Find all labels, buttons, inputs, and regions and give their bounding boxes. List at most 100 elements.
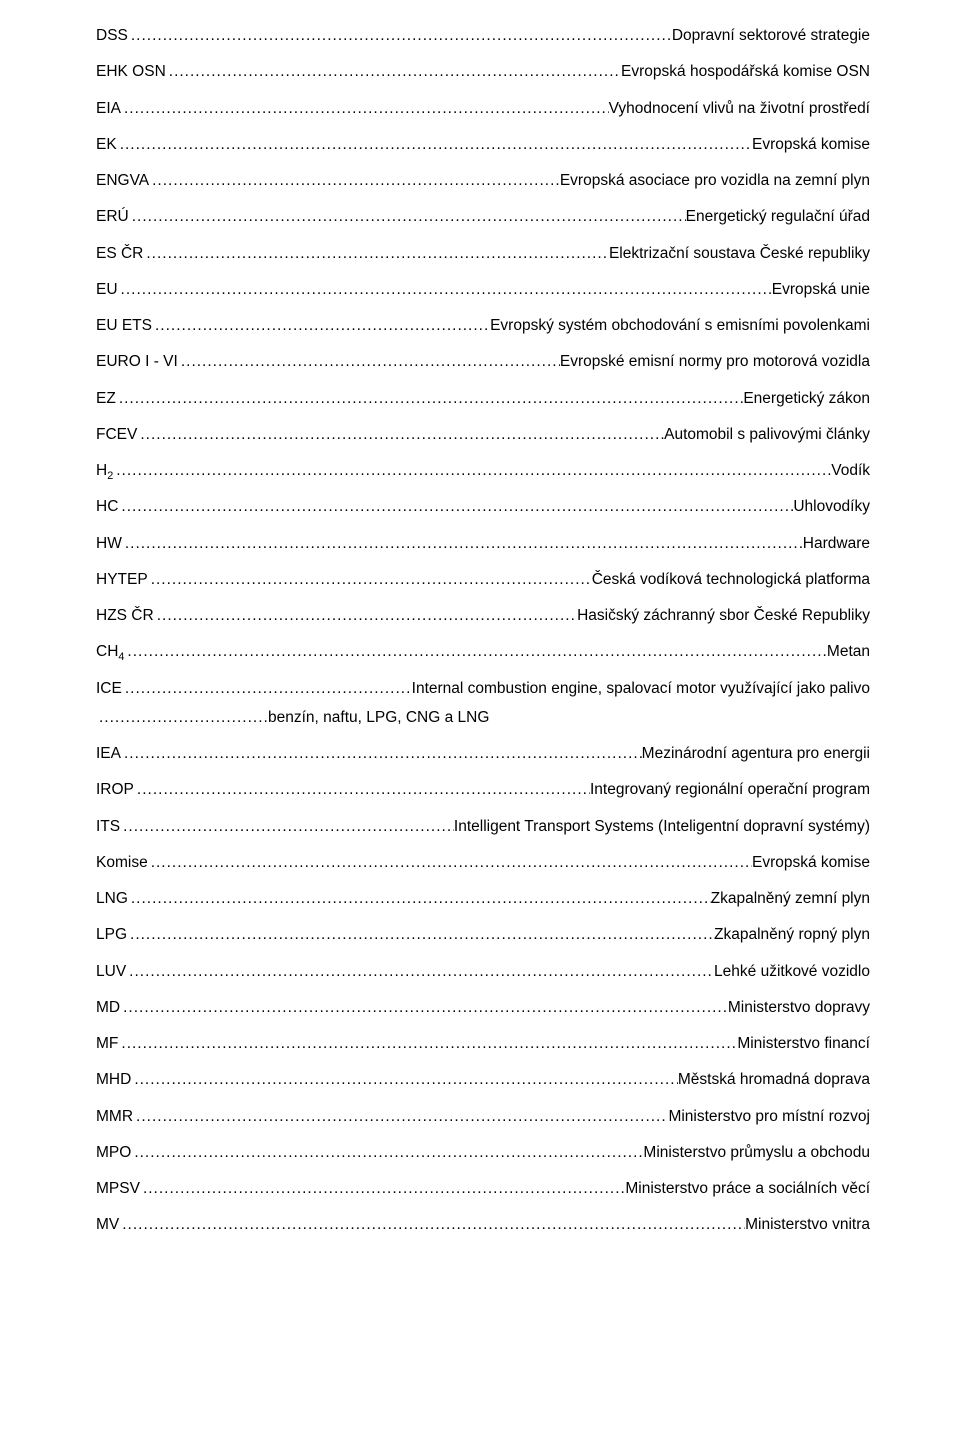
abbr-definition: Zkapalněný ropný plyn [714,923,870,946]
abbr-entry: ICE.....................................… [96,677,870,730]
leader-dots: ........................................… [121,97,609,120]
abbr-definition: Evropská asociace pro vozidla na zemní p… [560,169,870,192]
abbr-definition: Lehké užitkové vozidlo [714,960,870,983]
abbr-entry: HC......................................… [96,495,870,518]
abbr-definition: Energetický regulační úřad [686,205,870,228]
abbr-entry: ES ČR...................................… [96,242,870,265]
abbr-term: EHK OSN [96,60,166,83]
leader-dots: ........................................… [148,851,752,874]
leader-dots: ........................................… [154,604,577,627]
abbr-term: MPO [96,1141,131,1164]
abbr-term: EZ [96,387,116,410]
leader-dots: ........................................… [131,1141,643,1164]
abbr-entry: EHK OSN.................................… [96,60,870,83]
abbr-entry: EK......................................… [96,133,870,156]
abbr-definition-cont: benzín, naftu, LPG, CNG a LNG [268,706,489,729]
abbr-term: ICE [96,677,122,700]
leader-dots: ........................................… [120,996,728,1019]
abbr-term: HW [96,532,122,555]
abbr-definition: Evropské emisní normy pro motorová vozid… [560,350,870,373]
leader-dots: ........................................… [128,887,711,910]
abbr-definition: Metan [827,640,870,663]
leader-dots: ........................................… [134,778,590,801]
abbr-term: CH4 [96,640,124,663]
abbr-definition: Evropská unie [772,278,870,301]
leader-dots: ........................................… [121,742,642,765]
abbr-definition: Ministerstvo pro místní rozvoj [668,1105,870,1128]
abbr-definition: Internal combustion engine, spalovací mo… [412,677,870,700]
abbr-term: Komise [96,851,148,874]
abbr-entry: IROP....................................… [96,778,870,801]
abbr-definition: Energetický zákon [743,387,870,410]
abbr-term: ENGVA [96,169,149,192]
abbr-term: H2 [96,459,113,482]
abbr-entry: EURO I - VI.............................… [96,350,870,373]
abbr-definition: Hardware [803,532,870,555]
abbr-term: IROP [96,778,134,801]
abbr-entry: EU......................................… [96,278,870,301]
abbr-term: ITS [96,815,120,838]
abbreviation-list: DSS.....................................… [96,24,870,1237]
abbr-definition: Mezinárodní agentura pro energii [642,742,870,765]
abbr-entry: MF......................................… [96,1032,870,1055]
abbr-definition: Vyhodnocení vlivů na životní prostředí [609,97,870,120]
abbr-term: MF [96,1032,118,1055]
leader-dots: ........................................… [140,1177,625,1200]
leader-dots: ........................................… [127,923,714,946]
abbr-term: EK [96,133,117,156]
abbr-entry: HZS ČR..................................… [96,604,870,627]
abbr-definition: Ministerstvo vnitra [745,1213,870,1236]
abbr-definition: Intelligent Transport Systems (Inteligen… [454,815,870,838]
abbr-term: FCEV [96,423,137,446]
abbr-term: LUV [96,960,126,983]
leader-dots: ........................................… [143,242,609,265]
abbr-definition: Dopravní sektorové strategie [672,24,870,47]
abbr-entry: MPSV....................................… [96,1177,870,1200]
abbr-definition: Automobil s palivovými články [664,423,870,446]
abbr-definition: Ministerstvo průmyslu a obchodu [643,1141,870,1164]
abbr-term: MV [96,1213,119,1236]
leader-dots: ........................................… [96,706,268,729]
abbr-term: DSS [96,24,128,47]
abbr-entry: LPG.....................................… [96,923,870,946]
abbr-definition: Městská hromadná doprava [678,1068,870,1091]
abbr-term: HYTEP [96,568,148,591]
abbr-entry: MMR.....................................… [96,1105,870,1128]
abbr-entry: FCEV....................................… [96,423,870,446]
abbr-definition: Evropská komise [752,133,870,156]
abbr-entry: IEA.....................................… [96,742,870,765]
abbr-term: LPG [96,923,127,946]
abbr-term: EIA [96,97,121,120]
abbr-term: HZS ČR [96,604,154,627]
abbr-term: EURO I - VI [96,350,178,373]
abbr-term: LNG [96,887,128,910]
abbr-definition: Česká vodíková technologická platforma [592,568,870,591]
leader-dots: ........................................… [118,278,772,301]
abbr-term: ES ČR [96,242,143,265]
abbr-entry: EZ......................................… [96,387,870,410]
abbr-term: IEA [96,742,121,765]
abbr-definition: Ministerstvo dopravy [728,996,870,1019]
leader-dots: ........................................… [122,677,412,700]
abbr-entry: EU ETS..................................… [96,314,870,337]
abbr-term: EU ETS [96,314,152,337]
abbr-definition: Elektrizační soustava České republiky [609,242,870,265]
abbr-definition: Evropská komise [752,851,870,874]
abbr-term: EU [96,278,118,301]
abbr-term: MPSV [96,1177,140,1200]
leader-dots: ........................................… [122,532,803,555]
leader-dots: ........................................… [118,495,793,518]
abbr-entry: EIA.....................................… [96,97,870,120]
leader-dots: ........................................… [129,205,686,228]
abbr-definition: Zkapalněný zemní plyn [711,887,870,910]
abbr-entry: HYTEP...................................… [96,568,870,591]
abbr-definition: Ministerstvo financí [737,1032,870,1055]
abbr-entry: LNG.....................................… [96,887,870,910]
abbr-entry: DSS.....................................… [96,24,870,47]
abbr-entry: MHD.....................................… [96,1068,870,1091]
abbr-entry: MD......................................… [96,996,870,1019]
abbr-entry: ITS.....................................… [96,815,870,838]
abbr-entry: ERÚ.....................................… [96,205,870,228]
abbr-entry: MV......................................… [96,1213,870,1236]
abbr-definition: Vodík [831,459,870,482]
